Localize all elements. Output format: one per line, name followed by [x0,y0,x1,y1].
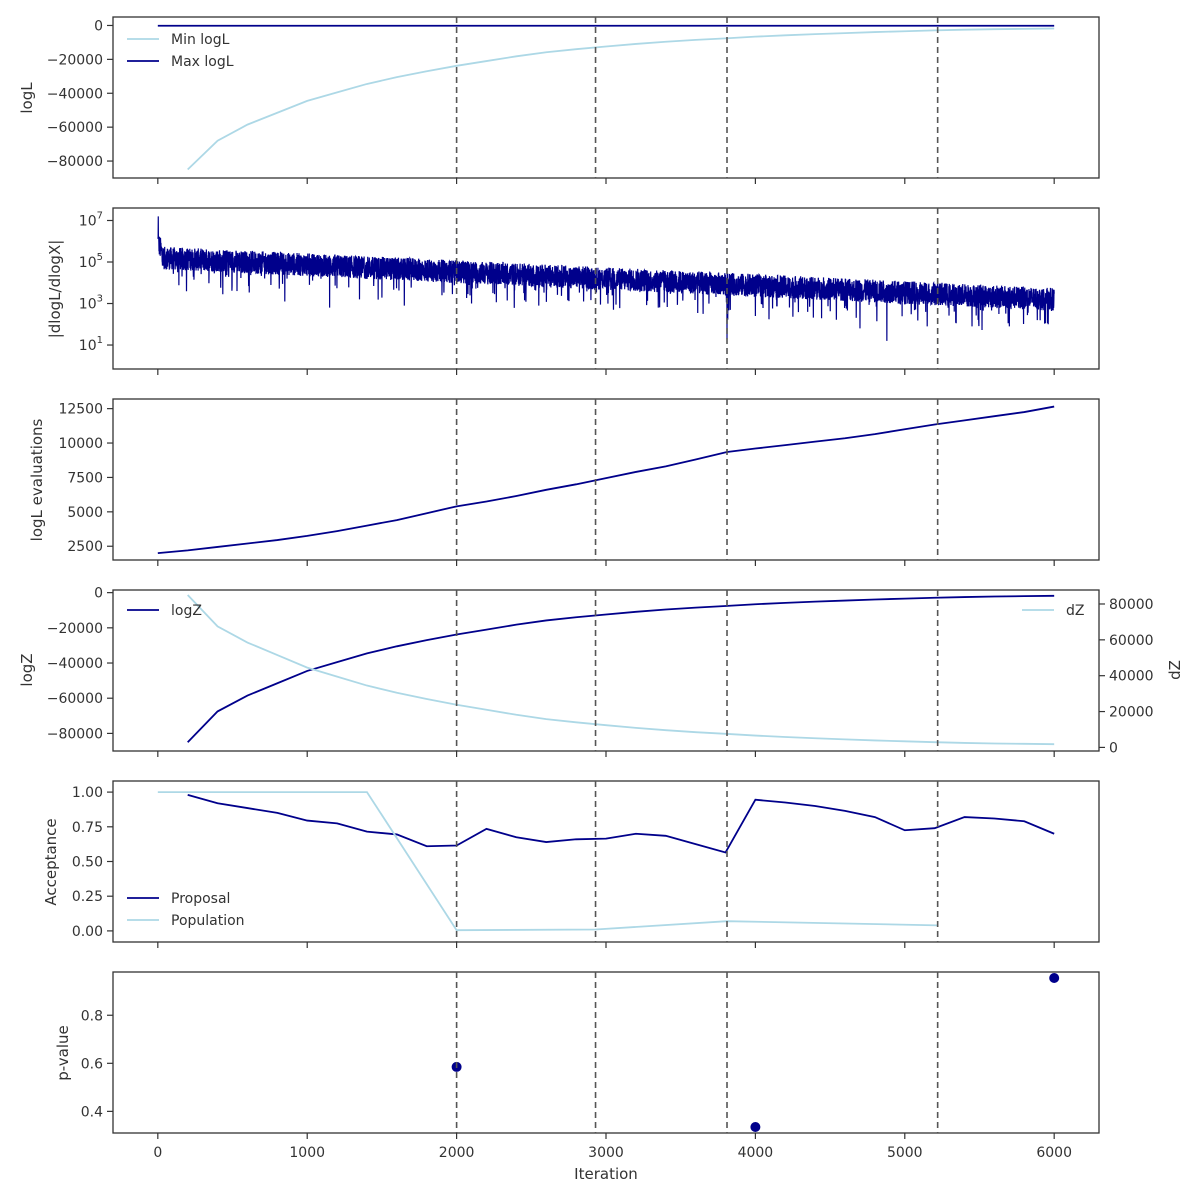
plot-area-evals [157,399,1055,560]
legend-label-population: Population [171,913,245,929]
ytick-label-pvalue-1: 0.6 [81,1056,103,1072]
panel-logz: logZ dZ 0 −20000 −40000 −60000 −80000 0 20000 4… [18,586,1184,757]
point-2 [1049,973,1060,984]
xtick-label-2: 2000 [439,1145,475,1161]
ytick-label-logz-2: −40000 [47,656,103,672]
plot-area-dlogl [157,208,1055,369]
ytick-label-evals-1: 5000 [67,505,103,521]
point-1 [750,1121,761,1132]
xtick-label-3: 3000 [588,1145,624,1161]
ytick-label-dlogl-0: 101 [79,335,103,354]
ytick-right-label-logz-3: 60000 [1109,633,1154,649]
ytick-right-label-logz-2: 40000 [1109,669,1154,685]
legend-logl: Min logL Max logL [127,32,234,70]
ytick-label-pvalue-0: 0.4 [81,1104,103,1120]
ytick-label-acceptance-0: 0.00 [72,924,103,940]
ytick-label-logl-1: −20000 [47,52,103,68]
xtick-label-0: 0 [153,1145,162,1161]
ylabel-pvalue: p-value [54,1025,72,1081]
ytick-label-evals-0: 2500 [67,539,103,555]
xtick-label-6: 6000 [1036,1145,1072,1161]
ylabel-dlogl-text: |dlogL/dlogX| [46,240,64,339]
ytick-right-label-logz-4: 80000 [1109,597,1154,613]
series-line-logz [187,594,1055,743]
series-line-population [157,791,938,932]
ylabel-logz: logZ [18,653,36,686]
series-line-series-0 [157,405,1055,555]
ytick-label-logz-1: −20000 [47,621,103,637]
ylabel-logl: logL [18,82,36,114]
legend-logz: logZ dZ [127,603,1084,619]
legend-label-logz: logZ [171,603,202,619]
ylabel-dlogl: |dlogL/dlogX| [46,240,64,339]
series-line-dlogl [157,216,1055,341]
axes-frame-pvalue [112,971,1100,1134]
ytick-label-acceptance-4: 1.00 [72,785,103,801]
plot-area-logl [157,17,1055,178]
ytick-right-label-logz-0: 0 [1109,740,1118,756]
xlabel-iteration: Iteration [574,1165,638,1183]
panel-evals: logL evaluations 2500 5000 7500 10000 12500 [28,398,1100,566]
axes-frame-evals [112,398,1100,561]
series-line-dz [187,594,1055,746]
panel-acceptance: Acceptance 0.000.250.500.751.00ProposalP… [42,780,1100,948]
ytick-label-dlogl-2: 105 [79,252,103,271]
ytick-label-evals-4: 12500 [58,402,103,418]
ytick-label-logl-2: −40000 [47,86,103,102]
panel-logl: logL 0 −20000 −40000 −60000 −80000 Min logL Ma… [18,16,1100,184]
xtick-label-4: 4000 [738,1145,774,1161]
series-line-proposal [187,794,1055,854]
legend-label-proposal: Proposal [171,891,230,907]
legend-label-max-logl: Max logL [171,54,234,70]
panel-pvalue: p-value Iteration 0.4 0.6 0.8 0 1000 2000 3000… [54,971,1100,1183]
ytick-label-logl-3: −60000 [47,120,103,136]
ytick-label-logl-4: −80000 [47,154,103,170]
ylabel-evals: logL evaluations [28,418,46,541]
ytick-label-pvalue-2: 0.8 [81,1008,103,1024]
panel-dlogl: |dlogL/dlogX| 101 103 105 107 [46,207,1100,375]
ytick-label-logl-0: 0 [94,18,103,34]
ytick-label-logz-3: −60000 [47,691,103,707]
ytick-label-acceptance-1: 0.25 [72,889,103,905]
series-line-min-logl [187,27,1055,171]
plot-area-pvalue [451,972,1060,1133]
legend-acceptance: Proposal Population [127,891,245,929]
ytick-label-dlogl-1: 103 [79,294,103,313]
ytick-label-acceptance-3: 0.75 [72,820,103,836]
xtick-label-5: 5000 [887,1145,923,1161]
ytick-label-dlogl-3: 107 [79,210,103,229]
ylabel-dz: dZ [1166,660,1184,680]
ytick-label-logz-0: 0 [94,586,103,602]
axes-frame-logl [112,16,1100,179]
legend-label-dz: dZ [1066,603,1084,619]
plot-area-acceptance [157,781,1055,942]
ylabel-acceptance: Acceptance [42,818,60,905]
axes-frame-acceptance [112,780,1100,943]
ytick-label-logz-4: −80000 [47,726,103,742]
ytick-label-acceptance-2: 0.50 [72,855,103,871]
legend-label-min-logl: Min logL [171,32,230,48]
ytick-label-evals-3: 10000 [58,436,103,452]
ytick-right-label-logz-1: 20000 [1109,705,1154,721]
plot-area-logz [187,590,1055,751]
ytick-label-evals-2: 7500 [67,470,103,486]
xtick-label-1: 1000 [289,1145,325,1161]
